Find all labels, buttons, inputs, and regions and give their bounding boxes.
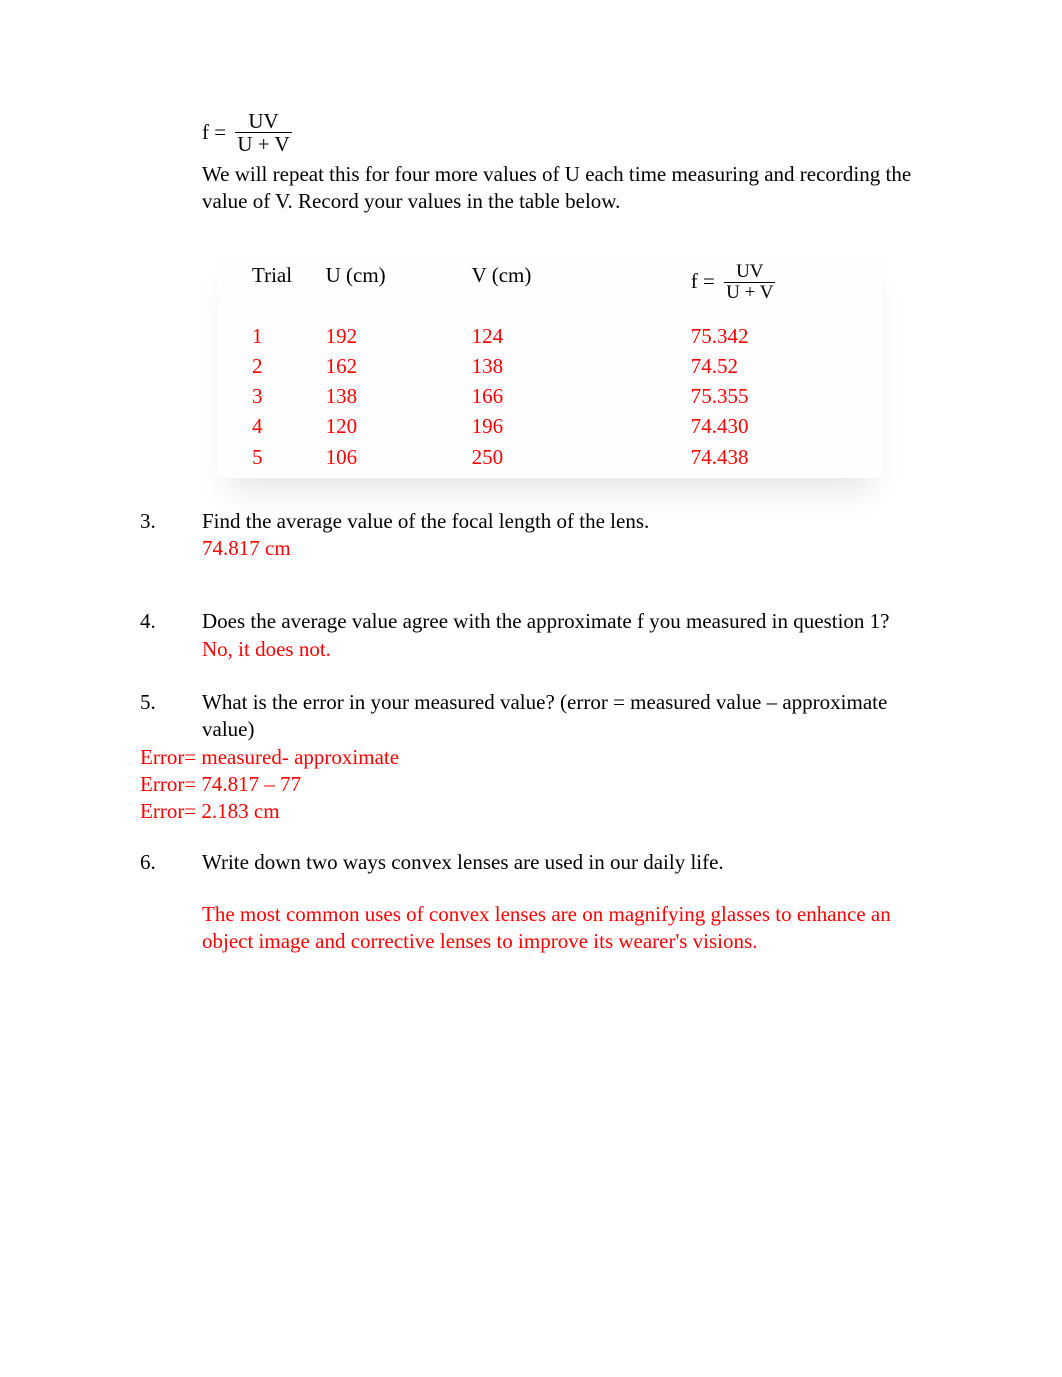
question-number: 5. [140, 689, 202, 744]
answer-text: No, it does not. [202, 636, 942, 663]
question-3: 3. Find the average value of the focal l… [140, 508, 942, 563]
cell-u: 106 [318, 442, 464, 472]
cell-u: 138 [318, 381, 464, 411]
cell-f: 74.438 [683, 442, 882, 472]
focal-length-formula: f = UV U + V [202, 110, 942, 155]
cell-f: 75.342 [683, 321, 882, 351]
table-row: 2 162 138 74.52 [218, 351, 882, 381]
cell-v: 250 [464, 442, 683, 472]
header-f: f = UV U + V [683, 254, 882, 321]
answer-line: Error= 2.183 cm [140, 798, 942, 825]
cell-v: 138 [464, 351, 683, 381]
cell-v: 124 [464, 321, 683, 351]
cell-f: 74.52 [683, 351, 882, 381]
question-4: 4. Does the average value agree with the… [140, 608, 942, 663]
header-trial: Trial [218, 254, 318, 321]
data-table-container: Trial U (cm) V (cm) f = UV U + V 1 192 [218, 254, 882, 478]
answer-line: Error= 74.817 – 77 [140, 771, 942, 798]
header-f-denominator: U + V [724, 283, 775, 303]
cell-trial: 1 [218, 321, 318, 351]
header-u: U (cm) [318, 254, 464, 321]
question-text: Write down two ways convex lenses are us… [202, 849, 942, 876]
cell-v: 166 [464, 381, 683, 411]
cell-trial: 4 [218, 411, 318, 441]
formula-numerator: UV [235, 110, 291, 133]
data-table: Trial U (cm) V (cm) f = UV U + V 1 192 [218, 254, 882, 472]
cell-trial: 3 [218, 381, 318, 411]
question-text: Does the average value agree with the ap… [202, 608, 942, 635]
question-number: 4. [140, 608, 202, 663]
cell-u: 120 [318, 411, 464, 441]
cell-trial: 5 [218, 442, 318, 472]
question-6: 6. Write down two ways convex lenses are… [140, 849, 942, 955]
header-f-lhs: f = [691, 268, 715, 295]
cell-u: 162 [318, 351, 464, 381]
cell-u: 192 [318, 321, 464, 351]
question-number: 3. [140, 508, 202, 563]
answer-text: 74.817 cm [202, 535, 942, 562]
header-v: V (cm) [464, 254, 683, 321]
table-row: 4 120 196 74.430 [218, 411, 882, 441]
table-row: 5 106 250 74.438 [218, 442, 882, 472]
header-f-numerator: UV [724, 262, 775, 283]
cell-v: 196 [464, 411, 683, 441]
question-5: 5. What is the error in your measured va… [140, 689, 942, 825]
question-text: Find the average value of the focal leng… [202, 508, 942, 535]
table-row: 3 138 166 75.355 [218, 381, 882, 411]
cell-f: 75.355 [683, 381, 882, 411]
formula-lhs: f = [202, 119, 226, 146]
question-text: What is the error in your measured value… [202, 689, 942, 744]
answer-line: Error= measured- approximate [140, 744, 942, 771]
question-number: 6. [140, 849, 202, 955]
cell-trial: 2 [218, 351, 318, 381]
answer-text: The most common uses of convex lenses ar… [202, 901, 942, 956]
table-row: 1 192 124 75.342 [218, 321, 882, 351]
header-f-fraction: UV U + V [724, 262, 775, 303]
formula-fraction: UV U + V [235, 110, 291, 155]
cell-f: 74.430 [683, 411, 882, 441]
formula-denominator: U + V [235, 133, 291, 155]
table-header-row: Trial U (cm) V (cm) f = UV U + V [218, 254, 882, 321]
intro-paragraph: We will repeat this for four more values… [202, 161, 932, 216]
